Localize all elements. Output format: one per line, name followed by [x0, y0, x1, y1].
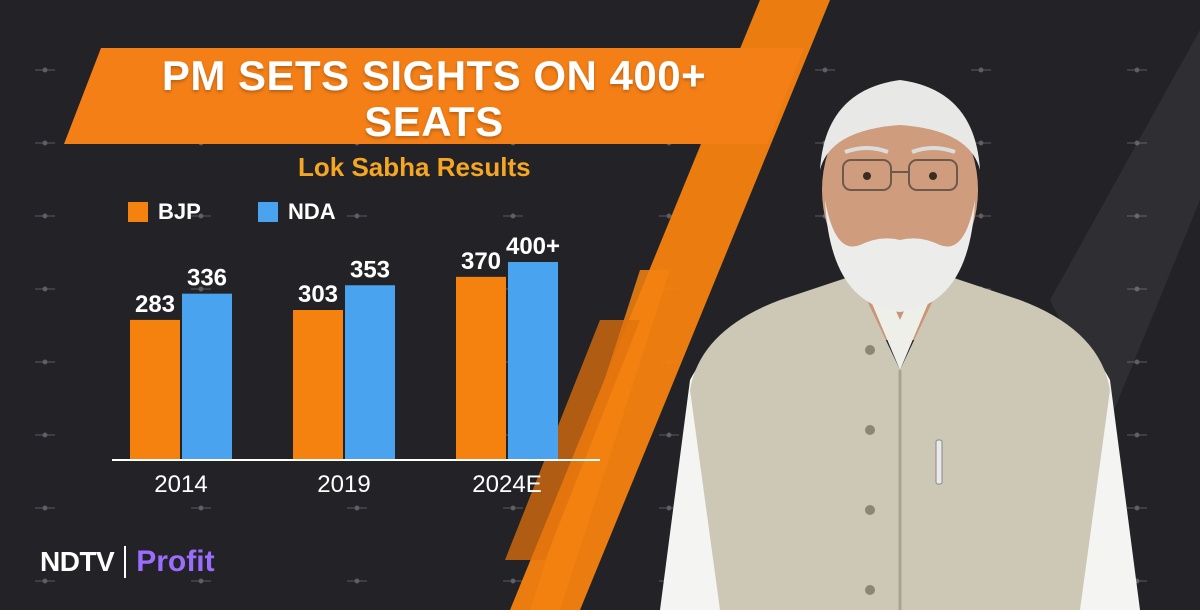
x-tick-label-2014: 2014 [154, 471, 207, 498]
legend-item-nda: NDA [258, 199, 336, 224]
chart-subtitle: Lok Sabha Results [298, 152, 531, 182]
legend-label-nda: NDA [288, 199, 336, 224]
data-label-bjp-2014: 283 [135, 291, 175, 318]
person-portrait [660, 80, 1140, 610]
light-stripe [1050, 30, 1200, 420]
data-label-nda-2024e: 400+ [506, 233, 560, 260]
legend-swatch-nda [258, 202, 278, 222]
bar-bjp-2014 [130, 319, 180, 460]
logo-product: Profit [136, 545, 215, 578]
x-tick-label-2019: 2019 [317, 471, 370, 498]
data-label-bjp-2024e: 370 [461, 248, 501, 275]
vest-button [865, 345, 875, 355]
legend-swatch-bjp [128, 202, 148, 222]
data-label-nda-2019: 353 [350, 256, 390, 283]
beard [825, 200, 975, 312]
orange-stripe-3 [505, 320, 640, 560]
bar-nda-2019 [345, 285, 395, 460]
pen [935, 439, 943, 485]
x-tick-label-2024e: 2024E [472, 471, 541, 498]
title-line-2: SEATS [364, 98, 504, 145]
vest-button [865, 505, 875, 515]
hair [820, 80, 980, 170]
data-label-bjp-2019: 303 [298, 281, 338, 308]
vest-button [865, 425, 875, 435]
legend-label-bjp: BJP [158, 199, 201, 224]
orange-stripe-2 [530, 270, 670, 610]
bar-bjp-2024e [456, 276, 506, 460]
glasses [842, 159, 892, 191]
face [822, 92, 978, 288]
bar-bjp-2019 [293, 310, 343, 460]
logo-brand: NDTV [40, 546, 115, 577]
bar-nda-2024e [508, 262, 558, 460]
data-label-nda-2014: 336 [187, 265, 227, 292]
logo-separator [124, 546, 127, 578]
bar-nda-2014 [182, 293, 232, 460]
legend-item-bjp: BJP [128, 199, 201, 224]
title-line-1: PM SETS SIGHTS ON 400+ [161, 52, 707, 99]
ndtv-profit-logo: NDTV Profit [40, 542, 215, 582]
title-banner [64, 48, 804, 144]
vest-button [865, 585, 875, 595]
